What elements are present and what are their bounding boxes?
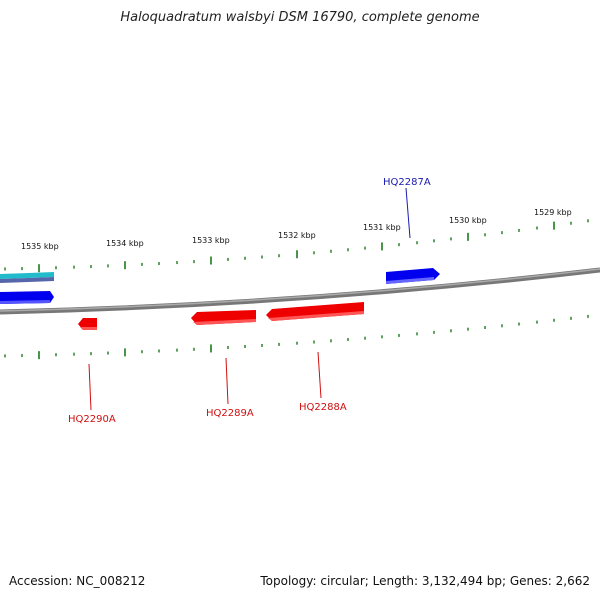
label-hq2289a: HQ2289A (206, 408, 254, 419)
leader-hq2287a (405, 187, 411, 239)
scale-label-1535: 1535 kbp (21, 242, 59, 251)
leader-hq2290a (88, 363, 92, 411)
other-track-band (0, 272, 54, 279)
scale-label-1530: 1530 kbp (449, 216, 487, 225)
gene-hq2288a[interactable] (266, 302, 364, 321)
inner-tick-ring (4, 314, 589, 360)
label-hq2287a: HQ2287A (383, 177, 431, 188)
forward-gene-edge-shade (0, 300, 50, 304)
gene-hq2289a-shade (193, 319, 256, 325)
scale-label-1531: 1531 kbp (363, 223, 401, 232)
leader-hq2289a (225, 357, 229, 405)
gene-hq2290a-shade (80, 327, 97, 330)
other-track-band-2 (0, 277, 54, 283)
scale-label-1534: 1534 kbp (106, 239, 144, 248)
map-title: Haloquadratum walsbyi DSM 16790, complet… (120, 10, 480, 25)
accession-text: Accession: NC_008212 (9, 574, 146, 588)
genome-backbone-highlight (0, 268, 600, 312)
outer-tick-ring (4, 219, 589, 273)
scale-label-1533: 1533 kbp (192, 236, 230, 245)
scale-label-1532: 1532 kbp (278, 231, 316, 240)
genome-summary-text: Topology: circular; Length: 3,132,494 bp… (260, 574, 590, 588)
leader-hq2288a (317, 351, 322, 399)
scale-label-1529: 1529 kbp (534, 208, 572, 217)
gene-hq2288a-shade (268, 311, 364, 321)
genome-backbone (0, 267, 600, 315)
label-hq2288a: HQ2288A (299, 402, 347, 413)
label-hq2290a: HQ2290A (68, 414, 116, 425)
gene-hq2287a-shade (386, 277, 434, 284)
